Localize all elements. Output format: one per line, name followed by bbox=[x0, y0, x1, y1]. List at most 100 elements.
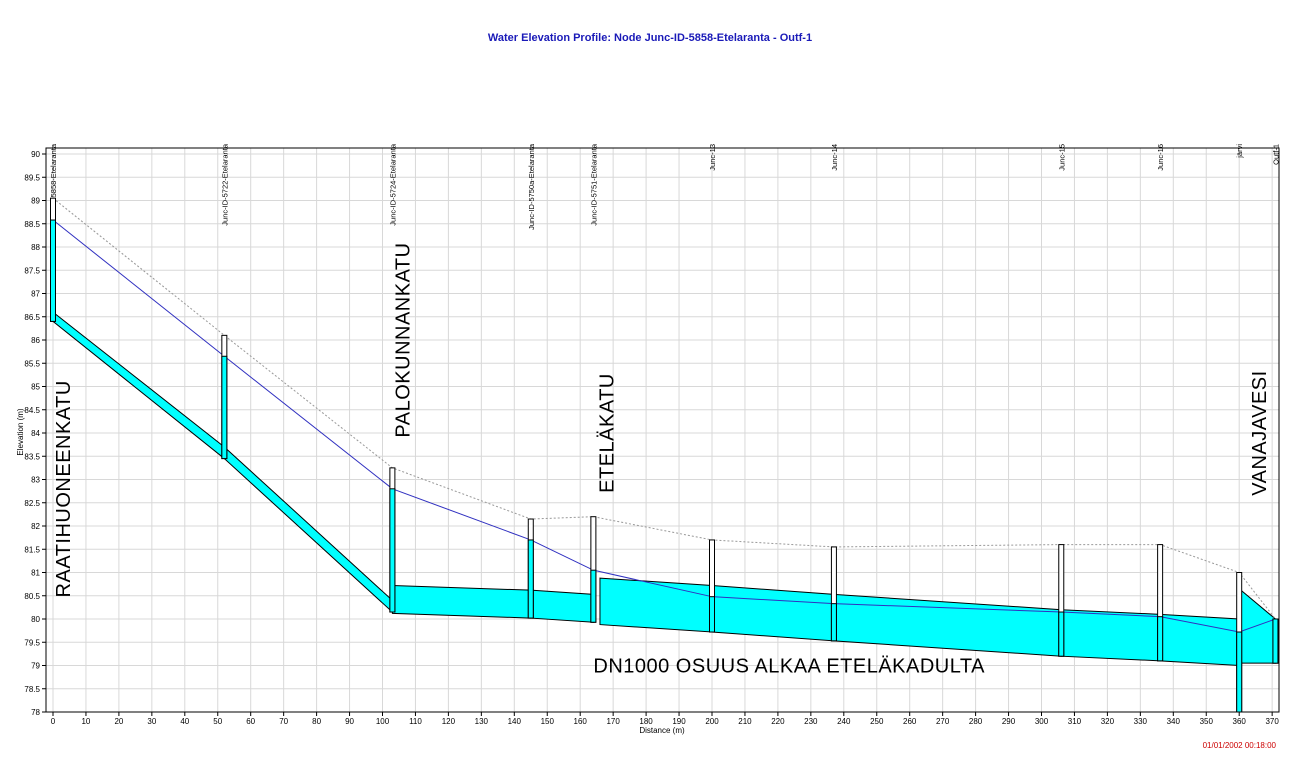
x-tick-label: 210 bbox=[738, 717, 752, 726]
x-tick-label: 270 bbox=[936, 717, 950, 726]
node-label: Junc-ID-5722-Etelaranta bbox=[220, 143, 229, 226]
manhole-water bbox=[1236, 631, 1243, 713]
x-tick-label: 310 bbox=[1068, 717, 1082, 726]
manhole-water bbox=[1272, 618, 1279, 664]
x-tick-label: 90 bbox=[345, 717, 354, 726]
y-tick-label: 88 bbox=[31, 243, 40, 252]
conduits bbox=[52, 311, 1276, 667]
x-tick-label: 10 bbox=[81, 717, 90, 726]
x-tick-label: 240 bbox=[837, 717, 851, 726]
x-axis-label: Distance (m) bbox=[639, 726, 685, 735]
ground-rim-line bbox=[52, 197, 1276, 620]
manhole-water bbox=[709, 596, 715, 633]
node-label: Junc-13 bbox=[708, 144, 717, 171]
x-tick-label: 320 bbox=[1101, 717, 1115, 726]
node-label: Junc-ID-5751-Etelaranta bbox=[589, 143, 598, 226]
y-tick-label: 81 bbox=[31, 569, 40, 578]
conduit-pipe bbox=[52, 311, 225, 460]
street-annotation: PALOKUNNANKATU bbox=[392, 242, 414, 437]
y-tick-label: 79.5 bbox=[24, 638, 40, 647]
x-tick-label: 170 bbox=[606, 717, 620, 726]
y-axis-label: Elevation (m) bbox=[16, 408, 25, 455]
manhole-water bbox=[50, 219, 56, 322]
conduit-pipe bbox=[1060, 609, 1161, 662]
y-tick-label: 83.5 bbox=[24, 452, 40, 461]
street-annotations: RAATIHUONEENKATU PALOKUNNANKATU ETELÄKATU V… bbox=[53, 242, 1271, 677]
y-tick-label: 86 bbox=[31, 336, 40, 345]
manholes bbox=[50, 197, 1279, 713]
node-label: Junc-ID-5858-Etelaranta bbox=[49, 143, 58, 226]
y-tick-label: 89 bbox=[31, 197, 40, 206]
node-labels: Junc-ID-5858-Etelaranta Junc-ID-5722-Etel… bbox=[49, 143, 1280, 230]
manhole-water bbox=[590, 569, 597, 623]
node-label: Outf-1 bbox=[1271, 144, 1280, 165]
y-tick-label: 78 bbox=[31, 708, 40, 717]
y-tick-label: 78.5 bbox=[24, 685, 40, 694]
y-tick-label: 86.5 bbox=[24, 313, 40, 322]
x-tick-label: 120 bbox=[442, 717, 456, 726]
plot-border bbox=[45, 147, 1280, 713]
axis-ticks: 0 10 20 30 40 50 60 70 80 90 100 110 120 130 140 150 160… bbox=[24, 150, 1279, 726]
y-tick-label: 81.5 bbox=[24, 545, 40, 554]
x-tick-label: 50 bbox=[213, 717, 222, 726]
conduit-pipe bbox=[711, 584, 835, 642]
x-tick-label: 110 bbox=[409, 717, 422, 726]
x-tick-label: 370 bbox=[1265, 717, 1279, 726]
y-tick-label: 82 bbox=[31, 522, 40, 531]
x-tick-label: 190 bbox=[672, 717, 686, 726]
chart-title: Water Elevation Profile: Node Junc-ID-58… bbox=[488, 32, 812, 44]
node-label: järvi bbox=[1235, 144, 1244, 159]
x-tick-label: 100 bbox=[376, 717, 390, 726]
x-tick-label: 300 bbox=[1035, 717, 1049, 726]
x-tick-label: 250 bbox=[870, 717, 884, 726]
conduit-pipe bbox=[833, 593, 1062, 657]
x-tick-label: 230 bbox=[804, 717, 818, 726]
x-tick-label: 180 bbox=[639, 717, 653, 726]
x-tick-label: 280 bbox=[969, 717, 983, 726]
y-tick-label: 90 bbox=[31, 150, 40, 159]
street-annotation: RAATIHUONEENKATU bbox=[53, 380, 75, 597]
y-tick-label: 80.5 bbox=[24, 592, 40, 601]
x-tick-label: 140 bbox=[508, 717, 522, 726]
manhole-water bbox=[1157, 616, 1164, 662]
x-tick-label: 160 bbox=[574, 717, 588, 726]
node-label: Junc-16 bbox=[1156, 144, 1165, 171]
node-label: Junc-14 bbox=[830, 144, 839, 171]
y-tick-label: 84.5 bbox=[24, 406, 40, 415]
x-tick-label: 220 bbox=[771, 717, 785, 726]
conduit-pipe bbox=[599, 577, 713, 633]
x-tick-label: 130 bbox=[475, 717, 489, 726]
x-tick-label: 40 bbox=[180, 717, 189, 726]
hydraulic-grade-line bbox=[52, 219, 1276, 633]
street-annotation: ETELÄKATU bbox=[597, 373, 619, 493]
node-label: Junc-ID-5724-Etelaranta bbox=[388, 143, 397, 226]
y-tick-label: 87 bbox=[31, 290, 40, 299]
x-tick-label: 200 bbox=[705, 717, 719, 726]
y-tick-label: 88.5 bbox=[24, 220, 40, 229]
x-tick-label: 30 bbox=[147, 717, 156, 726]
street-annotation: DN1000 OSUUS ALKAA ETELÄKADULTA bbox=[593, 655, 985, 677]
x-tick-label: 350 bbox=[1200, 717, 1214, 726]
node-label: Junc-ID-5750a-Etelaranta bbox=[527, 143, 536, 230]
y-tick-label: 85.5 bbox=[24, 359, 40, 368]
x-tick-label: 260 bbox=[903, 717, 917, 726]
y-tick-label: 79 bbox=[31, 662, 40, 671]
x-tick-label: 60 bbox=[246, 717, 255, 726]
manhole-water bbox=[389, 488, 396, 613]
profile-lines bbox=[52, 197, 1276, 633]
x-tick-label: 340 bbox=[1167, 717, 1181, 726]
street-annotation: VANAJAVESI bbox=[1249, 370, 1271, 495]
y-tick-label: 85 bbox=[31, 383, 40, 392]
y-tick-label: 87.5 bbox=[24, 266, 40, 275]
conduit-pipe bbox=[530, 589, 594, 623]
manhole-water bbox=[221, 355, 228, 460]
x-tick-label: 360 bbox=[1233, 717, 1247, 726]
x-tick-label: 20 bbox=[114, 717, 123, 726]
conduit-pipe bbox=[1159, 613, 1240, 667]
y-tick-label: 84 bbox=[31, 429, 40, 438]
x-tick-label: 290 bbox=[1002, 717, 1016, 726]
conduit-pipe bbox=[223, 445, 393, 614]
y-tick-label: 83 bbox=[31, 476, 40, 485]
simulation-timestamp: 01/01/2002 00:18:00 bbox=[1203, 741, 1277, 750]
